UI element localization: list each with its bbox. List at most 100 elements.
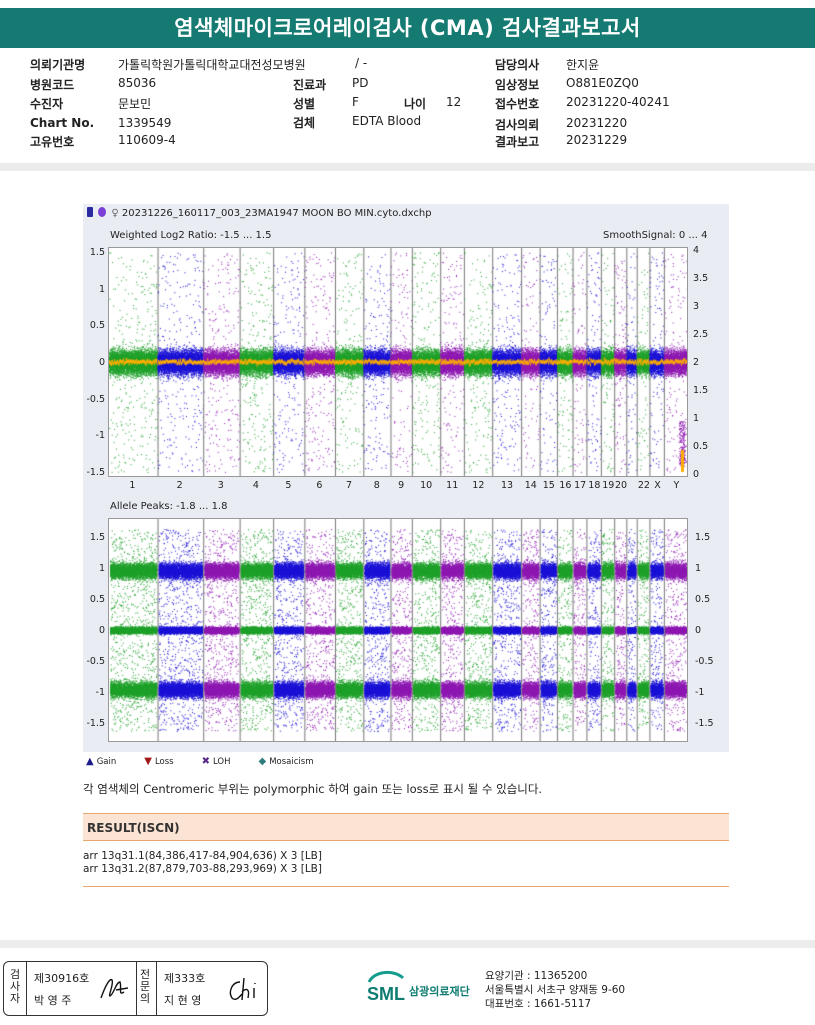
result-header: RESULT(ISCN) [83,813,729,841]
lab-phone: 대표번호 : 1661-5117 [485,998,592,1010]
axis-tick-label: 3.5 [693,273,709,284]
section-divider [0,163,815,171]
sml-logo: SML 삼광의료재단 [365,968,480,1012]
file-icon [87,207,93,217]
chromosome-label: 9 [398,480,405,491]
axis-tick-label: -1.5 [86,467,105,478]
axis-tick-label: 1.5 [89,247,105,258]
chromosome-label: Y [673,480,680,491]
axis-tick-label: 2.5 [693,329,709,340]
axis-tick-label: -0.5 [695,656,714,667]
clinical-info: O881E0ZQ0 [566,76,639,90]
chart-file-name: 20231226_160117_003_23MA1947 MOON BO MIN… [121,208,432,219]
chromosome-label: 8 [373,480,380,491]
axis-tick-label: -0.5 [86,393,105,405]
info-label: 수진자 [30,97,64,111]
chart-file-header: ♀ 20231226_160117_003_23MA1947 MOON BO M… [87,207,432,219]
axis-tick-label: 0.5 [695,594,711,605]
chromosome-label: 20 [614,480,628,491]
info-label: Chart No. [30,116,95,130]
chromosome-label: 10 [420,480,433,491]
care-institution: 요양기관 : 11365200 [485,970,588,982]
request-date: 20231220 [566,116,628,130]
result-divider [83,886,729,887]
sex: F [352,95,359,109]
info-label: 진료과 [293,78,327,92]
chromosome-label: 1 [129,480,136,491]
axis-tick-label: 1 [98,283,105,295]
chromosome-label: 16 [559,480,572,491]
hospital-code: 85036 [118,76,157,90]
top-plot-right-label: SmoothSignal: 0 ... 4 [603,230,708,241]
signature-box: 검사자 제30916호 박 영 주 전문의 제333호 지 현 영 [3,961,268,1016]
legend-marker-icon: ◆ [258,756,267,767]
axis-tick-label: 0.5 [89,594,105,605]
axis-tick-label: 3 [693,301,700,312]
chromosome-label: 22 [637,480,650,491]
allele-peaks-canvas [109,519,687,741]
specialist-id: 제333호 [164,972,206,985]
receipt-number: 20231220-40241 [566,95,670,109]
logo-text: SML [367,984,405,1004]
examiner-name: 박 영 주 [34,994,72,1007]
lab-info: 요양기관 : 11365200 서울특별시 서초구 양재동 9-60 대표번호 … [485,969,625,1011]
lab-name: 삼광의료재단 [409,984,470,998]
doctor: 한지윤 [566,58,600,72]
chromosome-label: 3 [217,480,224,491]
info-label: 검사의뢰 [495,118,540,132]
unique-number: 110609-4 [118,133,176,147]
legend-label: Loss [154,757,174,767]
chromosome-label: 14 [524,480,537,491]
chromosome-label: 4 [252,480,259,491]
chromosome-label: 17 [574,480,587,491]
chromosome-label: 6 [316,480,323,491]
axis-tick-label: -1 [695,687,705,698]
lab-address: 서울특별시 서초구 양재동 9-60 [485,984,626,996]
specimen: EDTA Blood [352,114,422,128]
legend-label: Gain [96,757,117,767]
centromere-note: 각 염색체의 Centromeric 부위는 polymorphic 하여 ga… [83,782,543,796]
axis-tick-label: 0.5 [89,320,105,332]
specialist-label: 전문의 [139,968,151,1005]
log2-ratio-plot [108,247,688,477]
specialist-name: 지 현 영 [164,994,202,1007]
sml-logo-mark: SML 삼광의료재단 [367,971,470,1004]
info-label: 접수번호 [495,97,540,111]
info-label: 임상정보 [495,78,540,92]
axis-tick-label: 1.5 [693,385,709,396]
legend-item: ◆ Mosaicism [258,756,328,767]
axis-tick-label: 0 [98,357,105,368]
info-label: 의뢰기관명 [30,58,86,72]
chart-legend: ▲ Gain ▼ Loss ✖ LOH ◆ Mosaicism [86,756,342,767]
axis-tick-label: 0 [98,625,105,636]
axis-tick-label: -0.5 [86,656,105,667]
age: 12 [446,95,462,109]
ward: / - [355,56,368,70]
chromosome-label: 5 [285,480,292,491]
chromosome-label: 12 [472,480,485,491]
chromosome-label: 2 [176,480,183,491]
chromosome-label: 13 [500,480,514,491]
legend-label: Mosaicism [269,757,314,767]
chromosome-label: 15 [542,480,555,491]
axis-tick-label: -1.5 [86,718,105,729]
bottom-plot-label: Allele Peaks: -1.8 ... 1.8 [110,501,228,512]
footer-divider [0,940,815,948]
examiner-signature [100,978,129,999]
info-label: 병원코드 [30,78,75,92]
chromosome-label: 18 [588,480,601,491]
chromosome-label: 19 [602,480,615,491]
examiner-label: 검사자 [9,968,21,1005]
result-lines: arr 13q31.1(84,386,417-84,904,636) X 3 [… [83,850,322,876]
axis-tick-label: -1 [95,687,105,698]
legend-item: ▲ Gain [86,756,130,767]
report-title: 염색체마이크로어레이검사 (CMA) 검사결과보고서 [0,8,815,48]
axis-tick-label: 1.5 [89,532,105,543]
axis-tick-label: 2 [693,357,700,368]
info-label: 검체 [293,116,316,130]
axis-tick-label: 4 [693,245,700,256]
result-line: arr 13q31.1(84,386,417-84,904,636) X 3 [… [83,850,322,862]
allele-peaks-plot [108,518,688,742]
axis-tick-label: 1 [695,563,702,574]
department: PD [352,76,369,90]
